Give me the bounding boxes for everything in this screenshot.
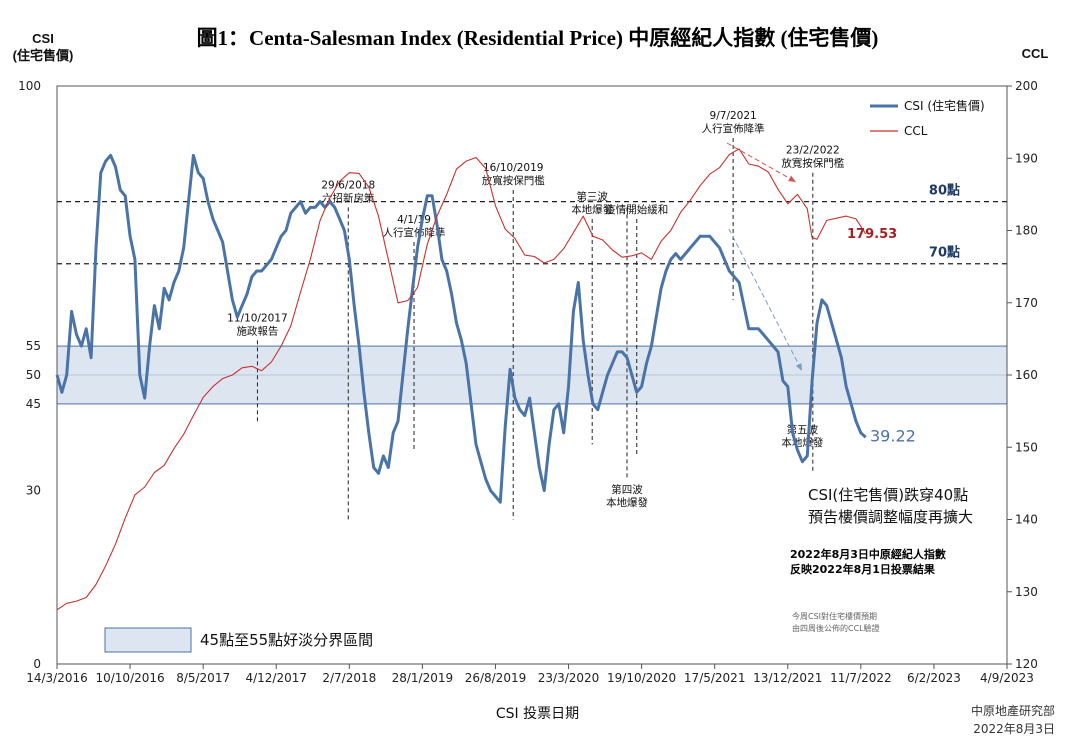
left-tick-label: 30 <box>26 484 41 498</box>
ccl-end-label: 179.53 <box>847 227 897 242</box>
right-tick-label: 160 <box>1015 368 1038 382</box>
x-tick-label: 23/3/2020 <box>538 671 600 685</box>
csi-end-label: 39.22 <box>870 426 916 445</box>
ccl-trend-arrow <box>726 142 797 183</box>
small-note-line-2: 由四周後公佈的CCL驗證 <box>792 623 880 633</box>
left-tick-label: 45 <box>26 397 41 411</box>
reference-line-label: 80點 <box>929 183 960 199</box>
csi-trend-arrow-head <box>795 363 802 371</box>
x-tick-label: 14/3/2016 <box>26 671 88 685</box>
chart-title: 圖1：Centa-Salesman Index (Residential Pri… <box>196 26 879 50</box>
event-label: 4/1/19 <box>397 214 431 226</box>
left-tick-label: 50 <box>26 368 41 382</box>
x-tick-label: 10/10/2016 <box>95 671 164 685</box>
event-label: 疫情開始緩和 <box>605 203 668 216</box>
callout-line-1: CSI(住宅售價)跌穿40點 <box>808 486 968 504</box>
source-org: 中原地產研究部 <box>970 704 1055 718</box>
source-date: 2022年8月3日 <box>973 722 1055 736</box>
csi-trend-arrow <box>728 228 803 372</box>
left-tick-label: 55 <box>26 339 41 353</box>
right-tick-label: 180 <box>1015 224 1038 238</box>
csi-series-line <box>55 153 867 504</box>
band-legend-label: 45點至55點好淡分界區間 <box>200 631 373 649</box>
right-tick-label: 130 <box>1015 585 1038 599</box>
event-label: 9/7/2021 <box>710 110 757 122</box>
event-label: 23/2/2022 <box>786 145 840 157</box>
event-label: 放寬按保門檻 <box>482 174 545 187</box>
x-tick-label: 26/8/2019 <box>465 671 527 685</box>
event-label: 施政報告 <box>236 324 278 337</box>
legend-label-csi: CSI (住宅售價) <box>904 98 985 113</box>
event-label: 人行宣佈降準 <box>702 122 765 135</box>
event-label: 六招新房策 <box>322 191 375 204</box>
x-tick-label: 11/7/2022 <box>830 671 892 685</box>
x-tick-label: 13/12/2021 <box>753 671 822 685</box>
x-tick-label: 8/5/2017 <box>176 671 230 685</box>
note-line-2: 反映2022年8月1日投票結果 <box>790 562 935 576</box>
event-label: 16/10/2019 <box>483 162 544 174</box>
right-tick-label: 140 <box>1015 513 1038 527</box>
right-tick-label: 150 <box>1015 440 1038 454</box>
callout-line-2: 預告樓價調整幅度再擴大 <box>808 508 973 526</box>
left-axis-title: CSI (住宅售價) <box>8 30 78 64</box>
left-tick-label: 100 <box>18 79 41 93</box>
small-note-line-1: 今周CSI對住宅樓價預期 <box>792 611 877 621</box>
right-tick-label: 120 <box>1015 657 1038 671</box>
reference-line-label: 70點 <box>929 245 960 261</box>
event-label: 第四波 <box>611 483 643 496</box>
ccl-series-line <box>56 148 867 611</box>
event-label: 放寬按保門檻 <box>781 157 844 170</box>
note-line-1: 2022年8月3日中原經紀人指數 <box>790 547 946 561</box>
event-label: 本地爆發 <box>781 436 823 449</box>
x-axis-title: CSI 投票日期 <box>495 706 580 722</box>
band-legend-swatch <box>104 627 192 653</box>
event-label: 11/10/2017 <box>227 312 288 324</box>
right-axis-title: CCL <box>1021 46 1049 61</box>
right-tick-label: 170 <box>1015 296 1038 310</box>
x-tick-label: 6/2/2023 <box>907 671 961 685</box>
x-tick-label: 17/5/2021 <box>684 671 746 685</box>
x-tick-label: 19/10/2020 <box>607 671 676 685</box>
legend-label-ccl: CCL <box>904 124 928 138</box>
ccl-trend-arrow-head <box>788 175 796 182</box>
right-tick-label: 200 <box>1015 79 1038 93</box>
left-tick-label: 0 <box>33 657 41 671</box>
x-tick-label: 4/9/2023 <box>980 671 1034 685</box>
event-label: 本地爆發 <box>606 496 648 509</box>
x-tick-label: 2/7/2018 <box>322 671 376 685</box>
event-label: 本地爆發 <box>571 203 613 216</box>
event-label: 第三波 <box>576 190 608 203</box>
left-axis-title-l2: (住宅售價) <box>12 48 74 63</box>
x-tick-label: 4/12/2017 <box>245 671 307 685</box>
event-label: 29/6/2018 <box>321 179 375 191</box>
left-axis-title-l1: CSI <box>32 31 54 46</box>
right-tick-label: 190 <box>1015 151 1038 165</box>
x-tick-label: 28/1/2019 <box>392 671 454 685</box>
